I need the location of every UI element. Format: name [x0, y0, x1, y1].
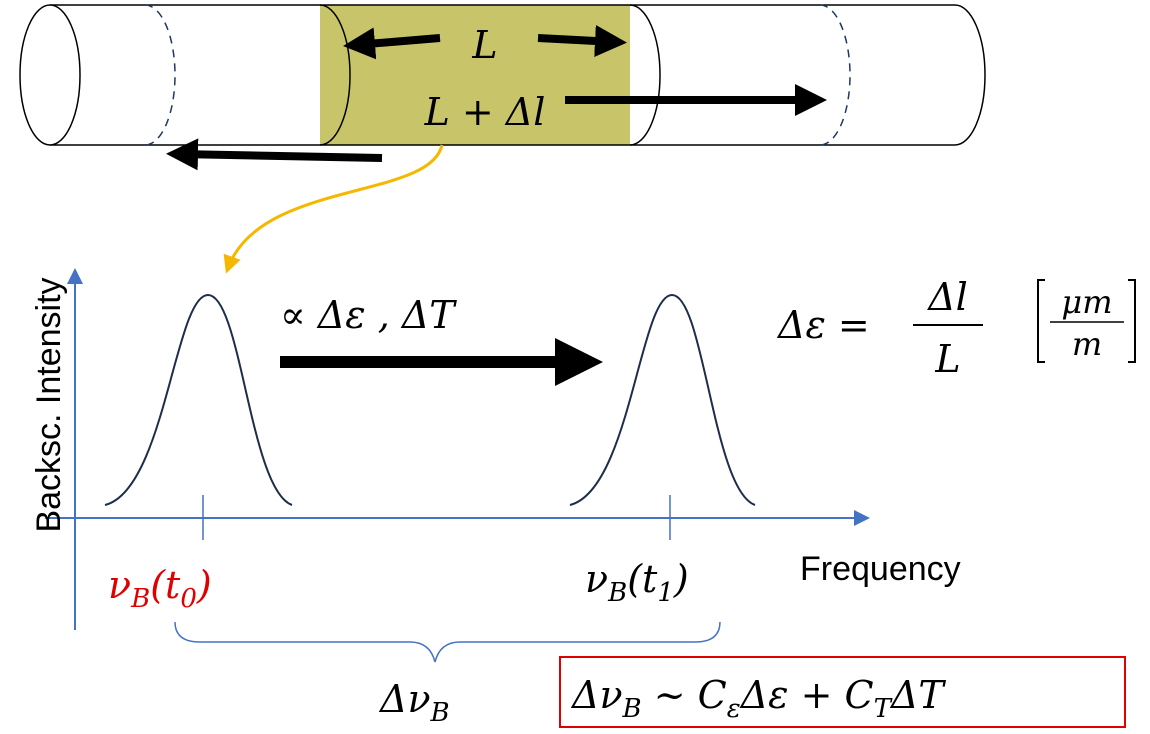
- plot: Backsc. Intensity Frequency ∝ Δε , ΔT νB…: [30, 268, 961, 728]
- peak-curve: [569, 293, 756, 506]
- text-segment: ΔT: [889, 673, 946, 717]
- text-segment: L: [471, 23, 497, 67]
- subscript: B: [607, 578, 627, 608]
- dashed-edge: [819, 4, 851, 146]
- text-segment: ): [196, 563, 212, 607]
- text-segment: (t: [627, 557, 658, 601]
- subscript: 1: [657, 578, 674, 608]
- section-edge: [629, 4, 661, 146]
- subscript: T: [874, 694, 893, 724]
- subscript: ε: [727, 694, 741, 724]
- subscript: B: [130, 584, 150, 614]
- link-arrow: [223, 144, 444, 274]
- fraction-numerator: Δl: [926, 275, 968, 319]
- text-segment: ~ C: [642, 673, 727, 717]
- arrow: [343, 27, 441, 60]
- text-segment: ν: [585, 557, 608, 601]
- peak-t0-label: νB(t0): [108, 563, 212, 614]
- cable-end: [19, 4, 81, 146]
- stretched-label: L + Δl: [424, 90, 546, 134]
- cable: L L + Δl: [19, 4, 986, 171]
- subscript: 0: [180, 584, 197, 614]
- subscript: B: [430, 698, 450, 728]
- brace-label: ΔνB: [378, 677, 450, 728]
- brace: [174, 621, 721, 663]
- text-segment: (t: [150, 563, 181, 607]
- peak-curve: [104, 293, 293, 506]
- arrow: [166, 138, 383, 171]
- text-segment: Δν: [378, 677, 431, 721]
- unit-numerator: μm: [1061, 283, 1112, 321]
- length-label: L: [471, 23, 497, 67]
- dashed-edge: [144, 4, 176, 146]
- strain-lhs: Δε =: [776, 303, 870, 347]
- shift-label: ∝ Δε , ΔT: [280, 293, 457, 337]
- y-axis-label: Backsc. Intensity: [30, 277, 68, 532]
- text-segment: Δν: [570, 673, 623, 717]
- unit-denominator: m: [1072, 325, 1102, 363]
- cable-end: [954, 4, 986, 146]
- subscript: B: [622, 694, 642, 724]
- text-segment: Δε + C: [739, 673, 874, 717]
- strain-definition: Δε = Δl L μm m: [776, 275, 1136, 381]
- text-segment: L + Δl: [424, 90, 546, 134]
- bracket: [1037, 279, 1045, 363]
- arrow: [537, 24, 627, 57]
- x-axis-label: Frequency: [800, 550, 961, 588]
- peak-t1-label: νB(t1): [585, 557, 689, 608]
- text-segment: ∝ Δε , ΔT: [280, 293, 457, 337]
- relation: ΔνB ~ CεΔε + CTΔT: [570, 673, 946, 724]
- bracket: [1128, 279, 1136, 363]
- section-edge: [319, 4, 351, 146]
- text-segment: ν: [108, 563, 131, 607]
- relation-box: [559, 656, 1126, 728]
- fraction-denominator: L: [934, 337, 960, 381]
- text-segment: ): [673, 557, 689, 601]
